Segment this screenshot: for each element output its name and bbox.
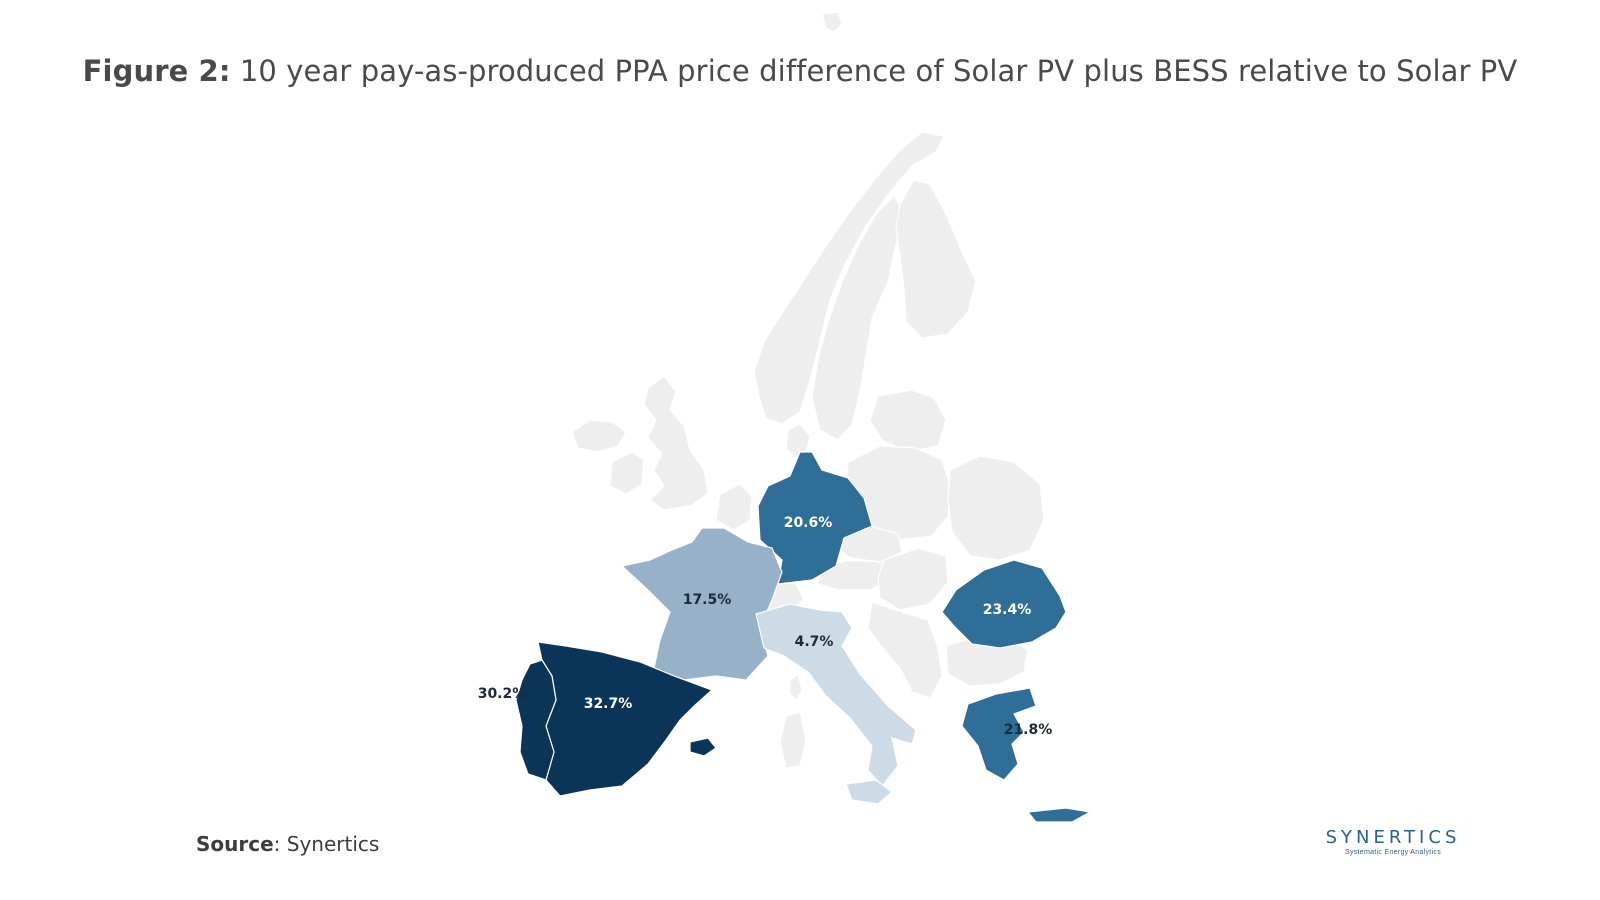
- country-iceland: [571, 419, 627, 453]
- label-france: 17.5%: [683, 592, 732, 608]
- country-romania: [941, 559, 1067, 649]
- figure-title-text: 10 year pay-as-produced PPA price differ…: [239, 54, 1518, 88]
- country-ireland: [609, 451, 645, 495]
- logo-name: SYNERTICS: [1325, 827, 1461, 848]
- island-sicily: [845, 779, 893, 805]
- label-romania: 23.4%: [983, 602, 1032, 618]
- label-spain: 32.7%: [584, 696, 633, 712]
- island-crete: [1026, 807, 1092, 823]
- country-baltics: [869, 389, 947, 453]
- country-benelux: [715, 483, 753, 531]
- valued-countries: [515, 451, 1092, 823]
- figure-title-prefix: Figure 2:: [82, 54, 231, 88]
- label-germany: 20.6%: [784, 515, 833, 531]
- source-label: Source: [196, 832, 274, 856]
- country-italy: [755, 603, 917, 787]
- label-portugal: 30.2%: [478, 686, 527, 702]
- country-finland: [895, 179, 977, 339]
- label-greece: 21.8%: [1004, 722, 1053, 738]
- country-uk: [643, 375, 709, 511]
- synertics-logo: SYNERTICS Systematic Energy Analytics: [1318, 827, 1468, 856]
- value-labels: 32.7% 30.2% 23.4% 21.8% 20.6% 17.5% 4.7%: [478, 515, 1053, 738]
- island-balearics: [689, 737, 717, 757]
- source-text: : Synertics: [273, 832, 380, 856]
- country-norway: [753, 131, 945, 425]
- island-corsica: [789, 672, 803, 701]
- country-greece: [961, 687, 1037, 781]
- island-sardinia: [779, 711, 807, 769]
- logo-tagline: Systematic Energy Analytics: [1344, 849, 1442, 856]
- figure-title: Figure 2: 10 year pay-as-produced PPA pr…: [0, 54, 1600, 88]
- country-hungary: [877, 547, 949, 611]
- no-data-countries: [571, 11, 1045, 769]
- country-balkans: [867, 601, 943, 699]
- country-france: [620, 527, 783, 681]
- source-note: Source: Synertics: [196, 832, 379, 856]
- country-portugal: [515, 659, 557, 781]
- country-germany: [757, 451, 873, 585]
- island-north: [821, 11, 843, 33]
- country-east: [947, 455, 1045, 561]
- label-italy: 4.7%: [795, 634, 834, 650]
